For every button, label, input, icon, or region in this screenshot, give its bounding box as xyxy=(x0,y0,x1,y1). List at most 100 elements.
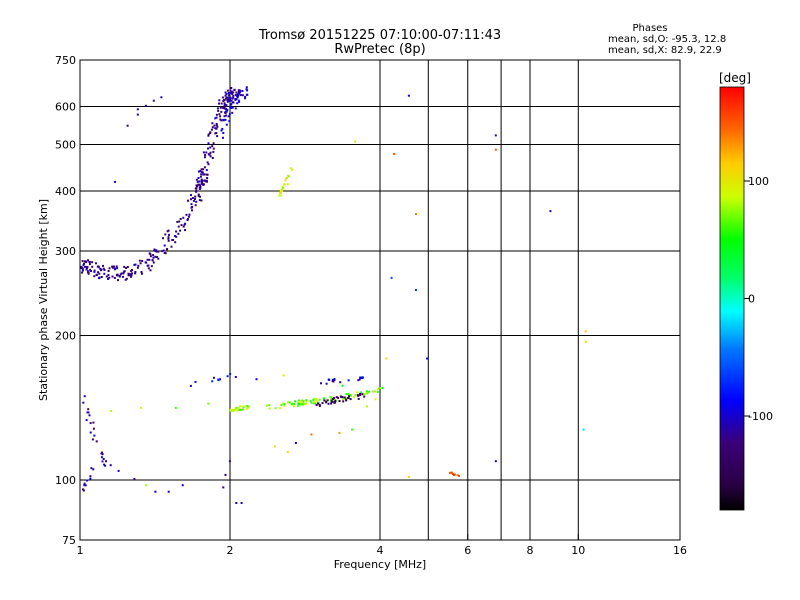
data-point xyxy=(144,484,147,487)
trace-point xyxy=(201,179,204,182)
trace-point xyxy=(215,127,218,130)
trace-point xyxy=(316,399,319,402)
trace-point xyxy=(234,376,237,378)
trace-point xyxy=(211,145,214,148)
colorbar-tick-label: -100 xyxy=(748,410,773,423)
trace-point xyxy=(109,464,112,467)
trace-point xyxy=(85,268,88,271)
data-point xyxy=(126,124,129,127)
trace-point xyxy=(87,272,90,275)
trace-point xyxy=(124,278,127,281)
trace-point xyxy=(148,252,151,255)
trace-point xyxy=(191,206,194,208)
trace-point xyxy=(107,270,110,272)
trace-point xyxy=(354,394,357,397)
trace-point xyxy=(220,129,223,132)
trace-point xyxy=(87,408,90,411)
trace-point xyxy=(194,198,196,200)
trace-point xyxy=(93,275,96,278)
trace-point xyxy=(215,124,218,127)
data-point xyxy=(414,289,417,291)
trace-point xyxy=(321,402,324,405)
trace-point xyxy=(199,175,202,178)
trace-point xyxy=(95,440,98,443)
y-tick-label: 300 xyxy=(55,245,76,258)
trace-point xyxy=(453,473,455,476)
trace-point xyxy=(208,153,211,156)
trace-point xyxy=(197,177,200,179)
trace-point xyxy=(174,241,177,244)
trace-point xyxy=(318,398,321,401)
trace-point xyxy=(178,220,181,223)
trace-point xyxy=(98,272,101,275)
x-tick-label: 6 xyxy=(464,544,471,557)
colorbar-ticks: 100 0 -100 xyxy=(744,175,773,423)
trace-point xyxy=(93,434,96,437)
trace-point xyxy=(113,277,116,279)
trace-point xyxy=(98,276,101,279)
trace-point xyxy=(90,467,93,470)
trace-point xyxy=(232,96,235,99)
trace-point xyxy=(191,197,194,199)
trace-point xyxy=(207,133,210,136)
trace-point xyxy=(125,277,128,280)
trace-point xyxy=(189,384,192,387)
trace-point xyxy=(340,395,342,398)
trace-point xyxy=(162,249,165,252)
trace-point xyxy=(105,275,108,278)
trace-point xyxy=(166,248,168,251)
trace-point xyxy=(92,421,95,424)
trace-point xyxy=(374,390,376,393)
trace-point xyxy=(200,168,203,171)
trace-point xyxy=(314,402,317,405)
trace-point xyxy=(334,401,337,404)
trace-point xyxy=(129,274,132,277)
trace-point xyxy=(363,395,366,398)
trace-point xyxy=(100,452,103,455)
trace-point xyxy=(134,263,137,266)
trace-point xyxy=(102,458,105,460)
trace-point xyxy=(212,150,215,153)
trace-point xyxy=(378,387,381,389)
trace-point xyxy=(140,271,143,273)
trace-point xyxy=(220,110,223,113)
y-tick-label: 600 xyxy=(55,101,76,114)
trace-point xyxy=(227,115,230,118)
trace-point xyxy=(342,400,345,403)
trace-point xyxy=(361,393,364,396)
trace-point xyxy=(154,255,157,258)
trace-point xyxy=(331,378,334,381)
trace-point xyxy=(230,103,233,106)
trace-point xyxy=(157,257,160,260)
trace-point xyxy=(131,269,133,271)
trace-point xyxy=(241,94,244,97)
trace-point xyxy=(245,88,248,91)
trace-point xyxy=(451,473,454,475)
trace-point xyxy=(179,218,182,220)
trace-point xyxy=(330,402,333,405)
trace-point xyxy=(342,398,345,400)
trace-point xyxy=(83,482,86,485)
trace-point xyxy=(224,104,227,107)
trace-point xyxy=(200,178,203,181)
trace-point xyxy=(234,407,237,410)
trace-point xyxy=(192,199,195,202)
trace-point xyxy=(139,262,142,265)
grid-lines xyxy=(80,60,680,540)
data-point xyxy=(582,428,585,431)
data-point xyxy=(494,134,497,137)
trace-point xyxy=(215,122,218,125)
trace-point xyxy=(457,474,460,477)
trace-point xyxy=(81,260,84,263)
trace-point xyxy=(202,183,205,186)
trace-point xyxy=(230,99,233,102)
trace-point xyxy=(301,401,303,404)
trace-point xyxy=(211,157,214,159)
data-point xyxy=(140,406,143,409)
trace-point xyxy=(333,379,336,381)
data-point xyxy=(235,502,238,504)
data-point xyxy=(133,478,136,480)
y-axis-ticks: 75 100 200 300 400 500 600 750 xyxy=(55,54,86,547)
trace-point xyxy=(91,438,94,441)
trace-point xyxy=(152,261,155,264)
